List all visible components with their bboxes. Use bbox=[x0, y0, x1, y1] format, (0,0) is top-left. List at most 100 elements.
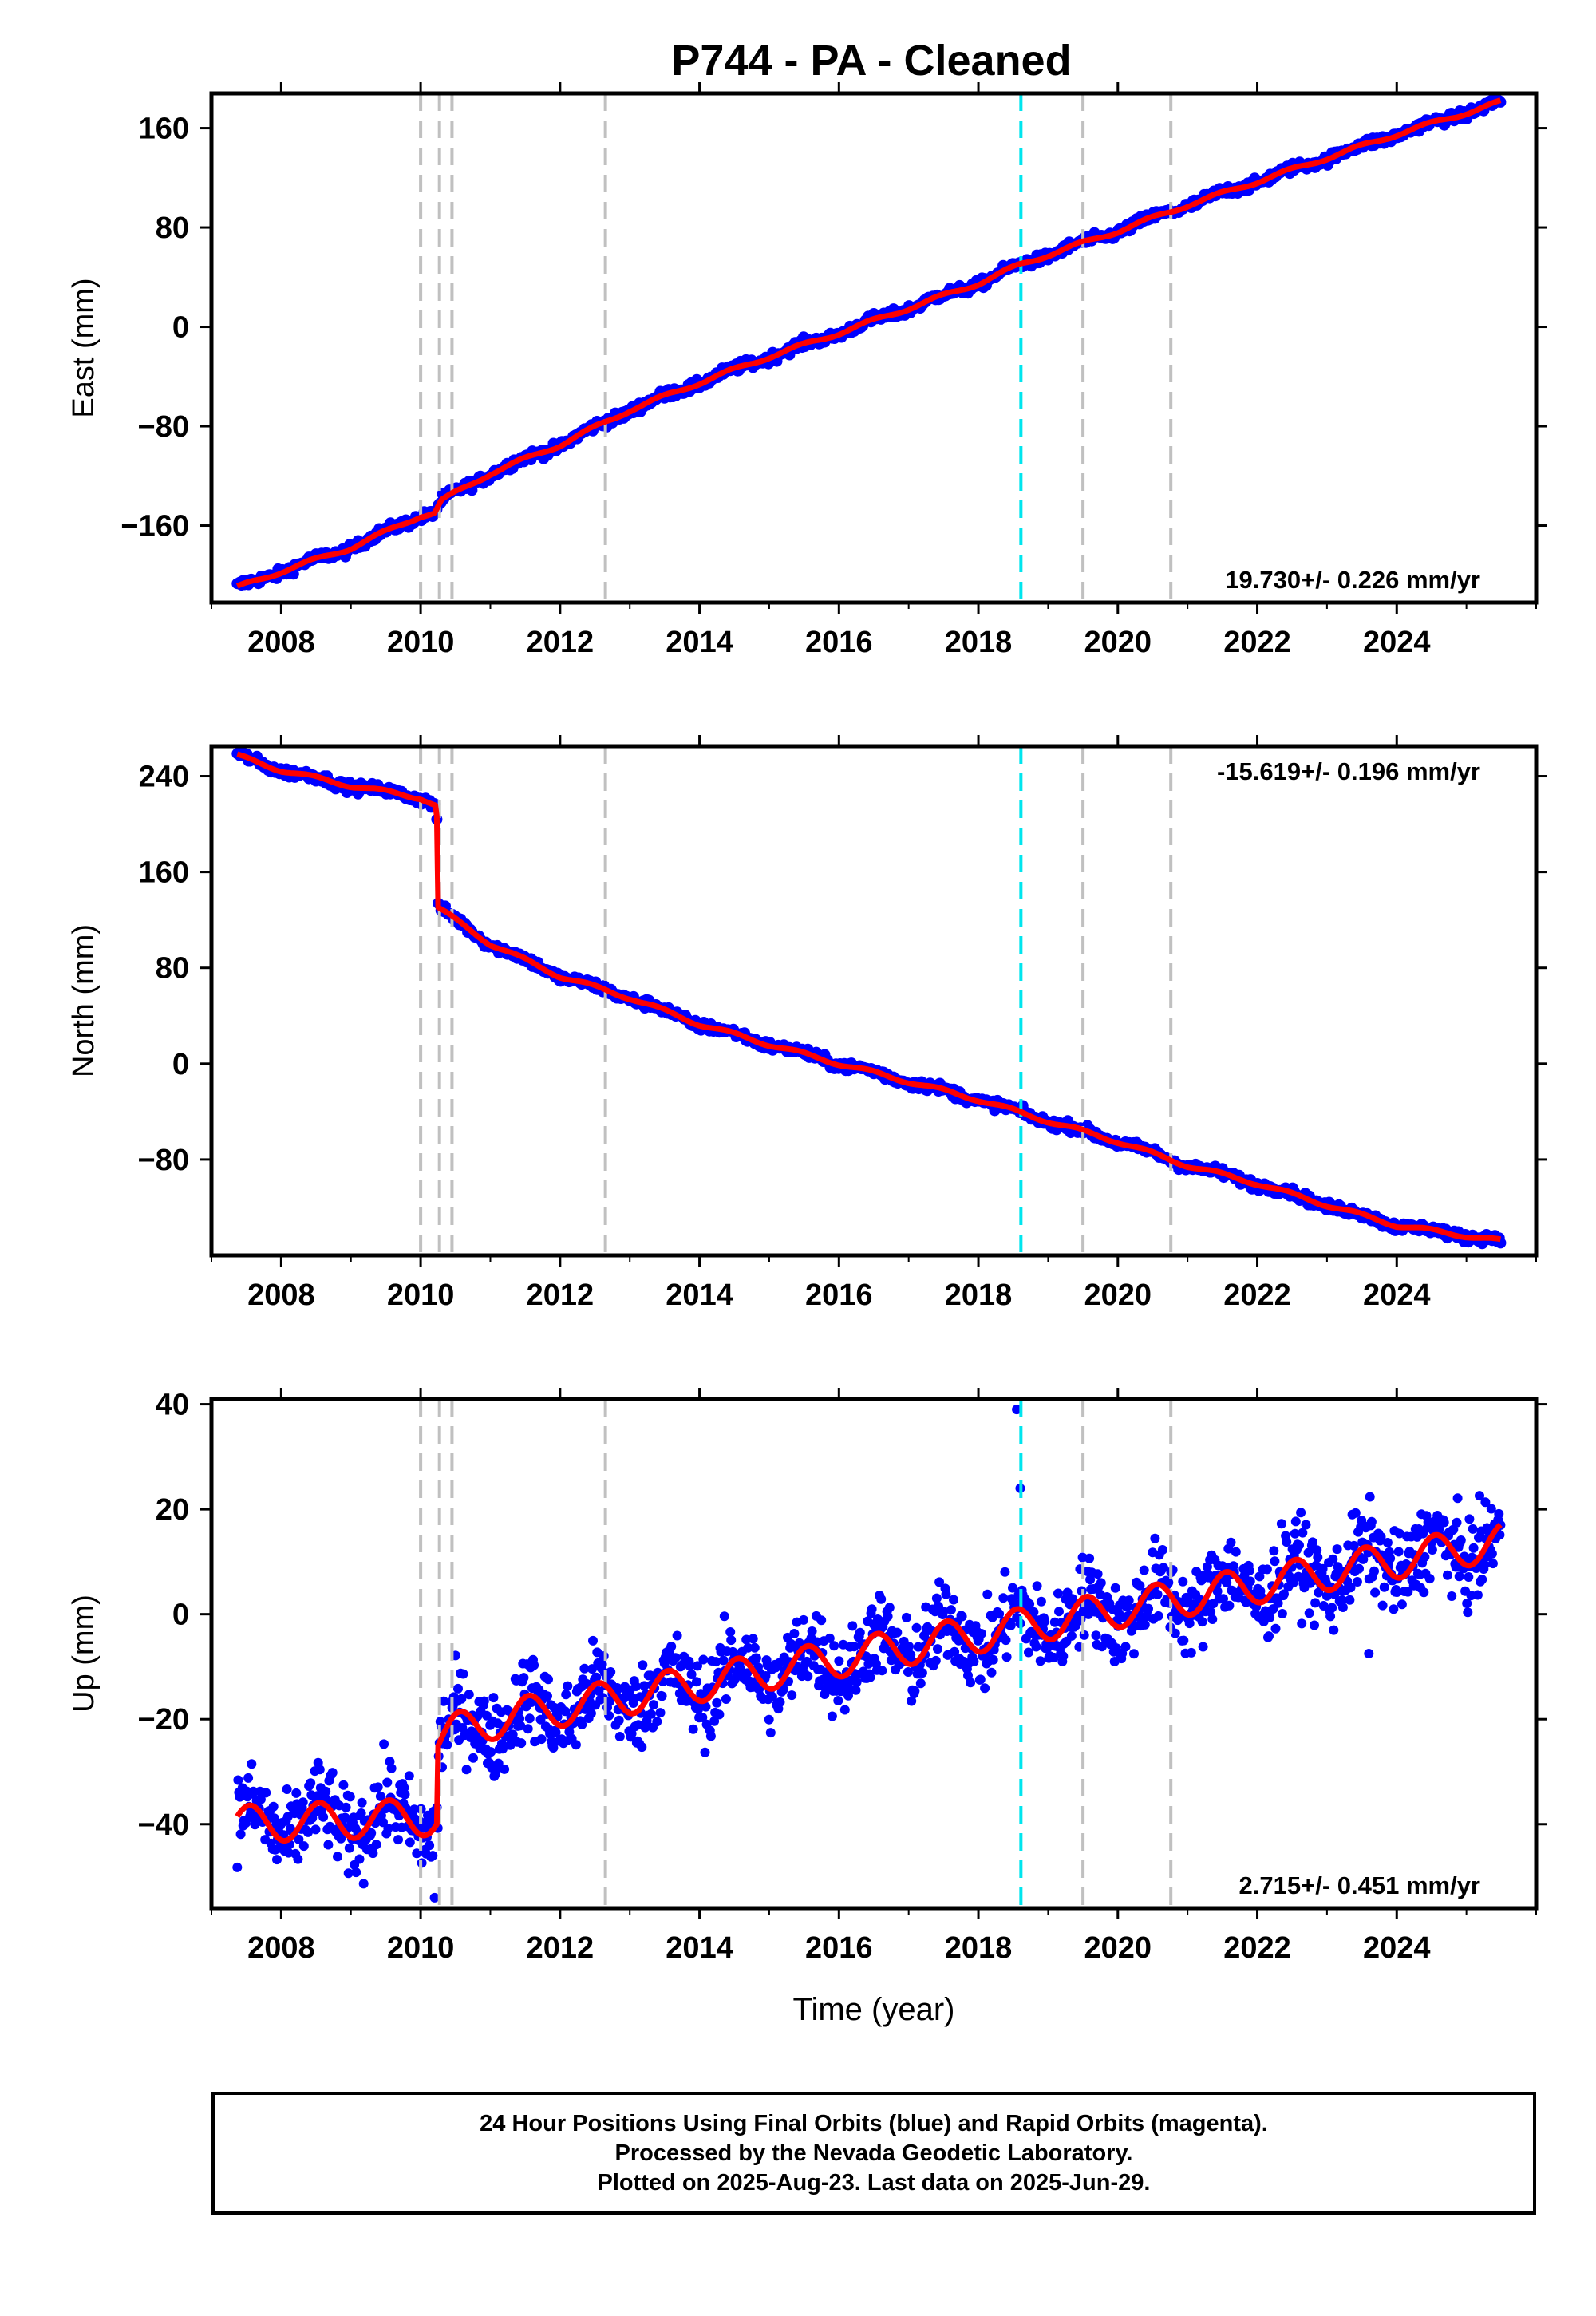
data-point bbox=[261, 1788, 271, 1798]
data-point bbox=[1337, 1595, 1347, 1605]
data-point bbox=[597, 1659, 607, 1670]
data-point bbox=[488, 1693, 499, 1703]
x-tick-label: 2008 bbox=[247, 1931, 315, 1965]
data-point bbox=[969, 1657, 979, 1666]
data-point bbox=[498, 1744, 508, 1754]
x-tick-label: 2014 bbox=[666, 1279, 733, 1312]
outlier-point bbox=[1012, 1405, 1022, 1415]
data-point bbox=[824, 1633, 835, 1643]
data-point bbox=[892, 1627, 903, 1638]
data-point bbox=[986, 1667, 997, 1678]
data-point bbox=[1152, 1589, 1163, 1599]
y-tick-label: −80 bbox=[138, 410, 189, 444]
data-point bbox=[1150, 1533, 1160, 1543]
x-axis-north: 2008 2010 2012 2014 2016 2018 2020 2022 2024 bbox=[211, 735, 1537, 1312]
data-point bbox=[366, 1828, 377, 1838]
data-point bbox=[751, 1653, 761, 1663]
data-point bbox=[1352, 1577, 1362, 1587]
data-point bbox=[646, 1709, 656, 1719]
data-point bbox=[371, 1840, 381, 1850]
x-tick-label: 2016 bbox=[805, 1931, 873, 1965]
data-point bbox=[235, 1829, 246, 1840]
data-point bbox=[439, 1696, 449, 1706]
data-point bbox=[468, 1753, 478, 1763]
data-point bbox=[1475, 1491, 1484, 1501]
data-point bbox=[614, 1732, 625, 1741]
plot-area-up bbox=[232, 1399, 1506, 1908]
x-tick-label: 2012 bbox=[527, 1279, 595, 1312]
data-point bbox=[1454, 1571, 1464, 1582]
data-point bbox=[1329, 1625, 1339, 1635]
data-point bbox=[500, 1764, 510, 1774]
x-axis-east: 2008 2010 2012 2014 2016 2018 2020 2022 2024 bbox=[211, 82, 1537, 659]
data-point bbox=[1184, 1618, 1195, 1629]
data-point bbox=[975, 1674, 986, 1685]
data-point bbox=[1269, 1546, 1279, 1556]
data-point bbox=[1204, 1570, 1214, 1580]
x-tick-label: 2020 bbox=[1084, 1279, 1152, 1312]
data-point bbox=[657, 1691, 667, 1701]
data-point bbox=[508, 1729, 518, 1740]
data-point bbox=[243, 1773, 254, 1783]
data-point bbox=[1058, 1651, 1069, 1662]
data-point bbox=[551, 1727, 561, 1737]
data-point bbox=[298, 1841, 309, 1852]
data-point bbox=[934, 1577, 945, 1587]
data-point bbox=[1198, 1642, 1208, 1652]
x-tick-label: 2012 bbox=[527, 1931, 595, 1965]
data-point bbox=[536, 1734, 547, 1745]
outlier-point bbox=[429, 1892, 440, 1903]
data-point bbox=[666, 1642, 677, 1651]
data-point bbox=[393, 1835, 403, 1845]
data-point bbox=[1447, 1591, 1457, 1601]
data-points-up bbox=[232, 1405, 1506, 1903]
data-point bbox=[524, 1713, 535, 1724]
data-point bbox=[298, 1797, 308, 1808]
data-point bbox=[1314, 1587, 1324, 1598]
data-point bbox=[486, 1747, 496, 1757]
data-point bbox=[638, 1660, 648, 1670]
data-point bbox=[911, 1622, 922, 1633]
data-point bbox=[338, 1780, 349, 1790]
data-point bbox=[712, 1697, 722, 1708]
data-point bbox=[1153, 1611, 1163, 1621]
data-point bbox=[1231, 1547, 1241, 1557]
data-point bbox=[314, 1765, 325, 1775]
data-point bbox=[849, 1642, 859, 1652]
chart-title: P744 - PA - Cleaned bbox=[671, 37, 1071, 85]
y-axis-label: Up (mm) bbox=[67, 1595, 101, 1713]
data-point bbox=[1085, 1575, 1096, 1585]
data-point bbox=[1008, 1583, 1017, 1593]
data-point bbox=[250, 1820, 260, 1830]
data-point bbox=[358, 1879, 369, 1889]
data-point bbox=[851, 1685, 861, 1695]
data-point bbox=[1427, 1545, 1437, 1555]
data-point bbox=[917, 1668, 927, 1678]
data-point bbox=[1379, 1582, 1389, 1592]
data-point bbox=[588, 1635, 598, 1646]
data-point bbox=[843, 1690, 853, 1701]
data-point bbox=[1282, 1537, 1292, 1547]
data-point bbox=[693, 1705, 703, 1714]
data-point bbox=[1096, 1578, 1106, 1588]
data-point bbox=[851, 1677, 862, 1687]
data-point bbox=[839, 1705, 850, 1715]
data-point bbox=[1462, 1599, 1472, 1608]
data-point bbox=[1005, 1620, 1016, 1630]
data-point bbox=[1392, 1587, 1402, 1597]
data-point bbox=[789, 1629, 800, 1638]
data-point bbox=[655, 1708, 666, 1718]
x-tick-label: 2024 bbox=[1363, 626, 1431, 659]
data-point bbox=[232, 1862, 243, 1872]
data-point bbox=[1337, 1603, 1348, 1612]
data-point bbox=[548, 1743, 559, 1753]
data-point bbox=[336, 1833, 346, 1844]
data-point bbox=[1310, 1598, 1321, 1608]
x-axis-label: Time (year) bbox=[793, 1992, 955, 2027]
data-point bbox=[1066, 1630, 1077, 1641]
data-point bbox=[1442, 1570, 1452, 1580]
x-tick-label: 2020 bbox=[1084, 626, 1152, 659]
data-point bbox=[701, 1701, 711, 1712]
data-point bbox=[1307, 1537, 1317, 1547]
